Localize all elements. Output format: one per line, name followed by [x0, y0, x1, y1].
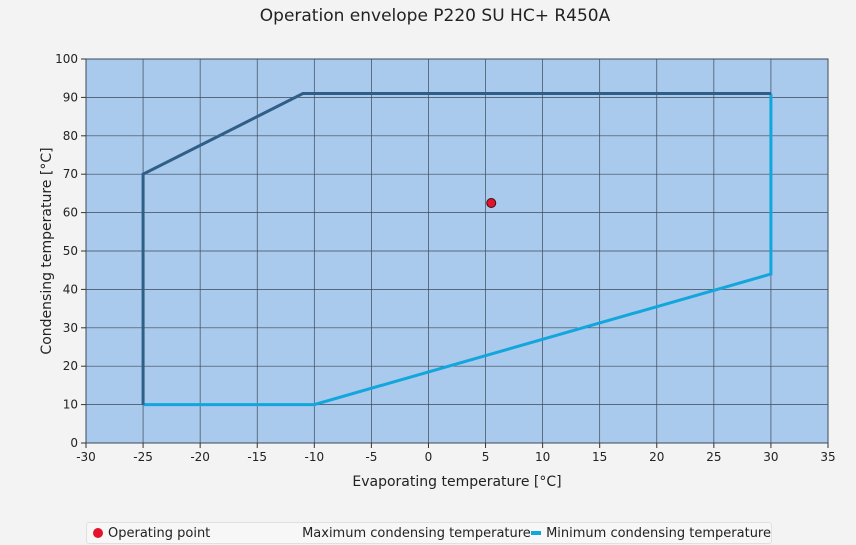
x-tick-label: -30 [76, 450, 96, 464]
y-tick-label: 70 [63, 167, 78, 181]
x-tick-label: -15 [247, 450, 267, 464]
y-axis-label: Condensing temperature [°C] [39, 147, 55, 354]
x-tick-label: 15 [592, 450, 607, 464]
grid-lines [85, 58, 829, 444]
legend: Operating point Maximum condensing tempe… [86, 522, 772, 544]
y-tick-label: 80 [63, 129, 78, 143]
legend-label-operating-point: Operating point [108, 525, 211, 541]
y-tick-label: 20 [63, 359, 78, 373]
y-tick-label: 40 [63, 282, 78, 296]
x-tick-label: -10 [305, 450, 325, 464]
y-tick-label: 0 [70, 436, 78, 450]
x-tick-label: 35 [820, 450, 835, 464]
x-tick-label: -20 [190, 450, 210, 464]
chart-title: Operation envelope P220 SU HC+ R450A [260, 6, 611, 26]
y-tick-label: 30 [63, 321, 78, 335]
legend-label-min-condensing: Minimum condensing temperature [546, 525, 771, 541]
x-tick-label: -5 [365, 450, 377, 464]
x-axis-label: Evaporating temperature [°C] [352, 474, 561, 490]
x-tick-label: 10 [535, 450, 550, 464]
chart: Operation envelope P220 SU HC+ R450A -30… [39, 6, 836, 490]
x-tick-label: 0 [425, 450, 433, 464]
operating-point-marker-icon [93, 528, 103, 538]
min-condensing-line [143, 93, 773, 407]
min-condensing-line-icon [531, 531, 542, 535]
x-tick-label: 20 [649, 450, 664, 464]
y-axis-ticks: 0 10 20 30 40 50 60 70 80 90 100 [55, 52, 86, 450]
legend-item-operating-point: Operating point [87, 526, 289, 541]
y-tick-label: 10 [63, 398, 78, 412]
y-tick-label: 60 [63, 206, 78, 220]
legend-label-max-condensing: Maximum condensing temperature [302, 525, 531, 541]
x-tick-label: 25 [706, 450, 721, 464]
x-axis-ticks: -30 -25 -20 -15 -10 -5 0 5 10 15 20 25 30 35 [76, 443, 836, 464]
x-tick-label: 30 [763, 450, 778, 464]
x-tick-label: 5 [482, 450, 490, 464]
x-tick-label: -25 [133, 450, 153, 464]
y-tick-label: 50 [63, 244, 78, 258]
series-layer [141, 92, 773, 407]
legend-item-min-condensing: Minimum condensing temperature [523, 526, 771, 541]
y-tick-label: 100 [55, 52, 78, 66]
max-condensing-line [141, 92, 771, 405]
y-tick-label: 90 [63, 90, 78, 104]
legend-item-max-condensing: Maximum condensing temperature [289, 526, 531, 541]
operating-point [486, 198, 497, 208]
